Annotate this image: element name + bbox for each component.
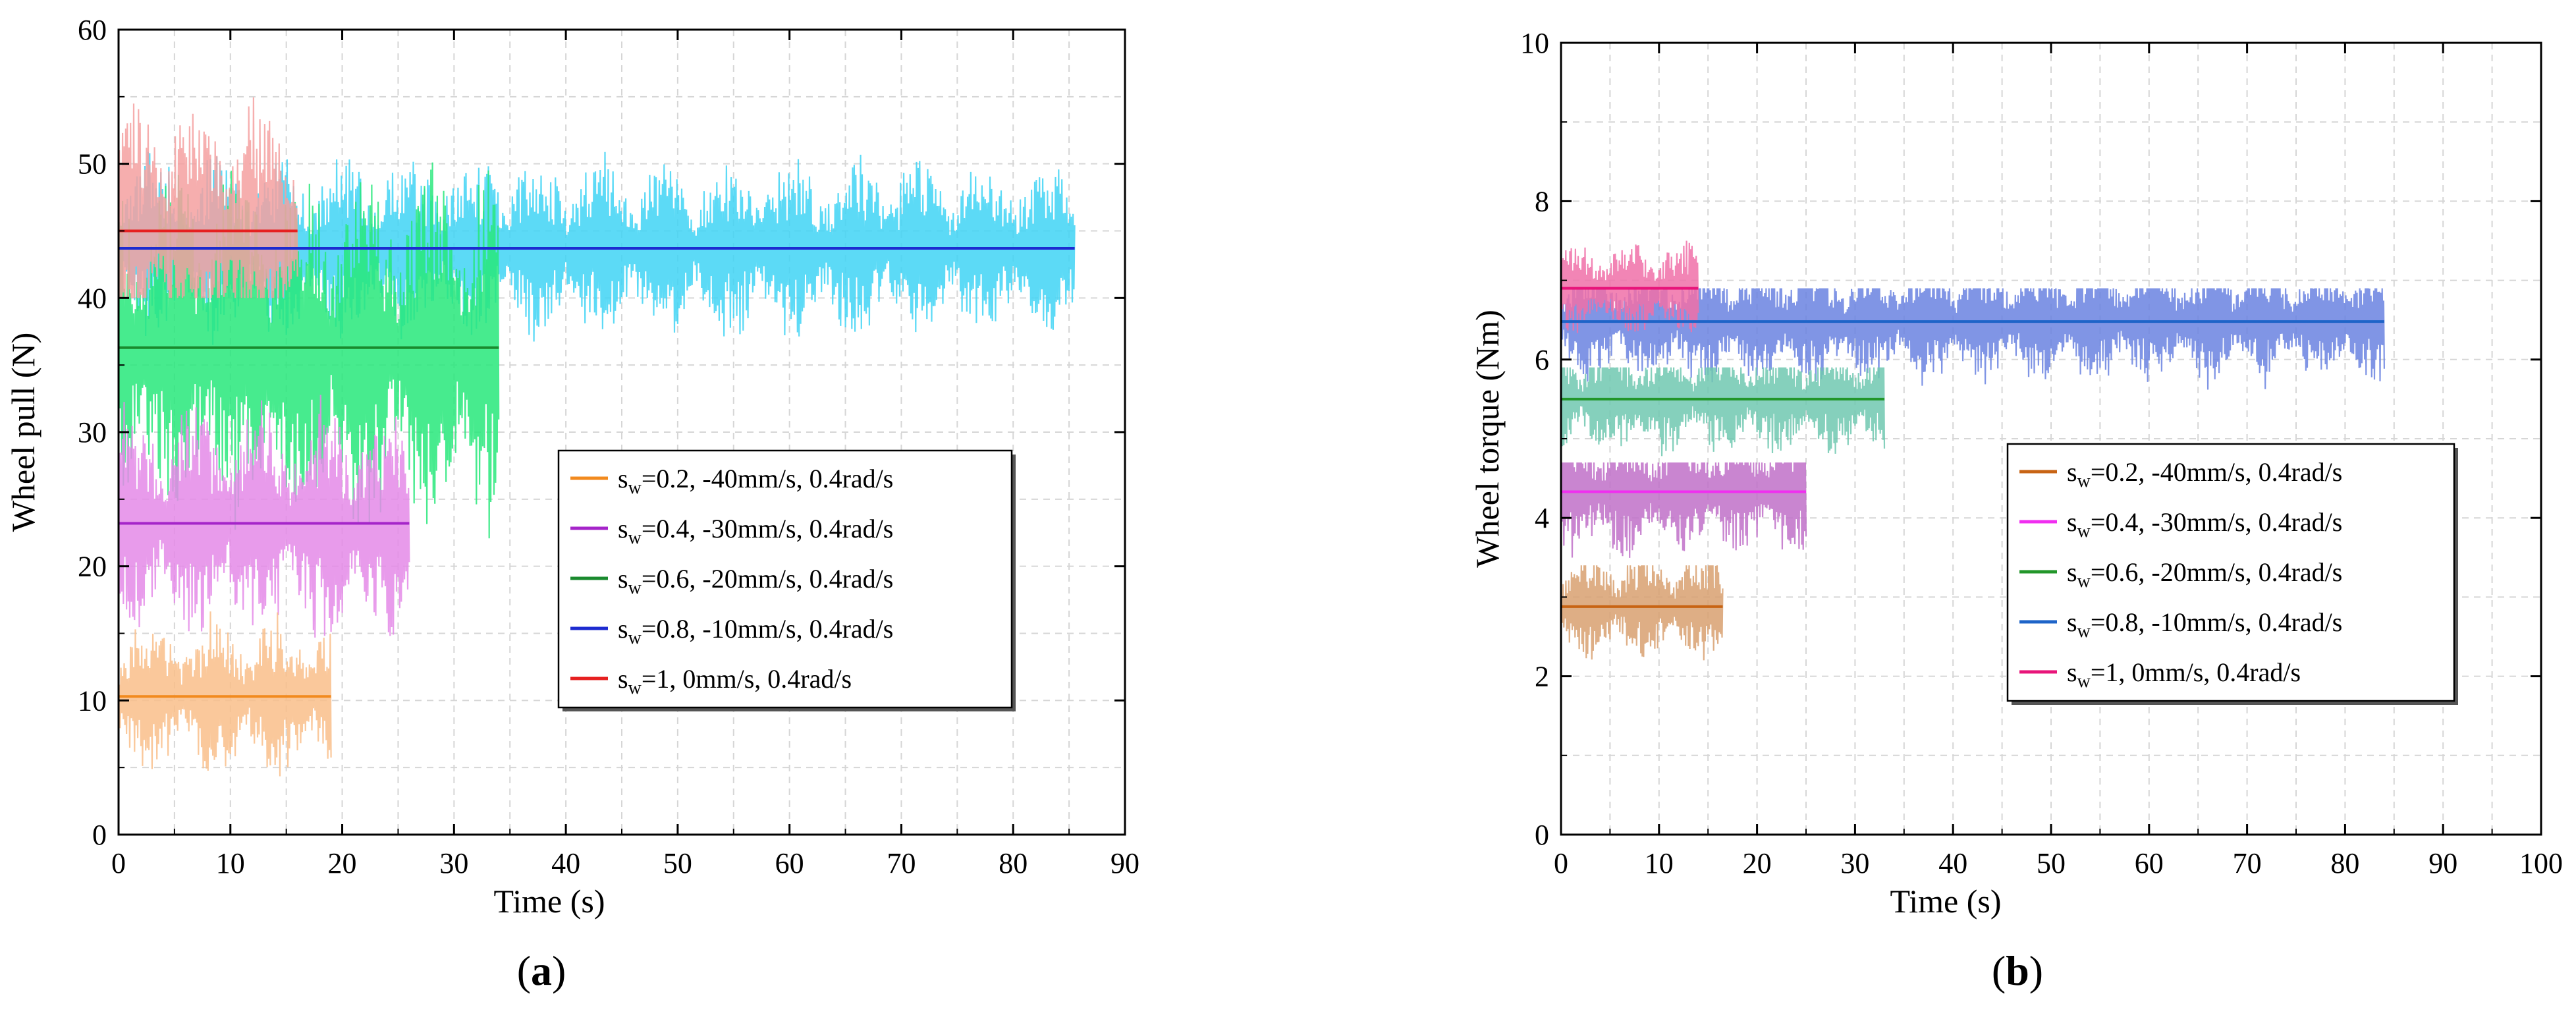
y-tick-label: 20: [78, 551, 107, 583]
legend-entry-2: sw=0.4, -30mm/s, 0.4rad/s: [618, 514, 893, 548]
chart-panel-a: 0 10 20 30 40 50 60 70 80 90 0 10 20 30 40 50 60 Time (s)…: [5, 14, 1139, 994]
panel-label: (a): [517, 947, 566, 994]
y-axis-title: Wheel pull (N): [5, 333, 41, 532]
grid: [1561, 43, 2541, 835]
legend-entry-1: sw=0.2, -40mm/s, 0.4rad/s: [618, 464, 893, 498]
legend-entry-2: sw=0.4, -30mm/s, 0.4rad/s: [2067, 507, 2342, 541]
raw-trace-1: [1561, 565, 1724, 661]
legend-box: [2006, 443, 2455, 702]
x-tick-label: 20: [328, 847, 357, 879]
x-tick-label: 70: [887, 847, 916, 879]
legend-box: [557, 449, 1013, 709]
raw-trace-2: [1561, 462, 1807, 558]
legend-entry-5: sw=1, 0mm/s, 0.4rad/s: [618, 664, 852, 698]
x-tick-label: 10: [1645, 847, 1674, 879]
x-axis-title: Time (s): [1890, 883, 2001, 920]
legend-entry-3: sw=0.6, -20mm/s, 0.4rad/s: [618, 564, 893, 598]
x-tick-label: 50: [663, 847, 692, 879]
x-tick-label: 40: [1938, 847, 1967, 879]
raw-trace-1: [119, 611, 332, 777]
y-tick-label: 6: [1535, 344, 1549, 376]
raw-trace-3: [1561, 367, 1886, 456]
legend-entry-3: sw=0.6, -20mm/s, 0.4rad/s: [2067, 557, 2342, 592]
y-tick-label: 4: [1535, 502, 1549, 534]
x-axis-title: Time (s): [493, 883, 605, 920]
x-tick-label: 70: [2233, 847, 2262, 879]
raw-trace-5: [1561, 240, 1699, 333]
x-tick-label: 30: [1840, 847, 1869, 879]
x-tick-label: 90: [1110, 847, 1139, 879]
y-axis-title: Wheel torque (Nm): [1469, 310, 1506, 568]
x-tick-label: 100: [2519, 847, 2563, 879]
y-tick-label: 50: [78, 148, 107, 180]
legend-entry-1: sw=0.2, -40mm/s, 0.4rad/s: [2067, 457, 2342, 491]
y-tick-label: 0: [92, 819, 107, 851]
x-tick-label: 20: [1743, 847, 1772, 879]
legend-entry-4: sw=0.8, -10mm/s, 0.4rad/s: [2067, 607, 2342, 642]
y-tick-label: 8: [1535, 185, 1549, 217]
x-tick-label: 40: [551, 847, 580, 879]
y-tick-label: 40: [78, 282, 107, 314]
raw-trace-4: [1561, 288, 2385, 390]
x-tick-label: 50: [2037, 847, 2066, 879]
x-tick-label: 80: [2330, 847, 2359, 879]
x-tick-label: 90: [2428, 847, 2457, 879]
y-tick-label: 0: [1535, 819, 1549, 851]
y-tick-label: 30: [78, 416, 107, 449]
x-tick-label: 30: [439, 847, 468, 879]
x-tick-label: 0: [1554, 847, 1568, 879]
x-tick-label: 80: [999, 847, 1028, 879]
x-tick-label: 0: [111, 847, 126, 879]
y-tick-label: 60: [78, 14, 107, 46]
x-tick-label: 10: [216, 847, 245, 879]
y-tick-label: 2: [1535, 661, 1549, 693]
y-tick-label: 10: [78, 684, 107, 717]
raw-trace-5: [119, 97, 298, 298]
legend-entry-4: sw=0.8, -10mm/s, 0.4rad/s: [618, 614, 893, 648]
x-tick-label: 60: [2135, 847, 2164, 879]
legend-entry-5: sw=1, 0mm/s, 0.4rad/s: [2067, 657, 2301, 692]
chart-panel-b: 0 10 20 30 40 50 60 70 80 90 100 0 2 4 6 8 10 Time (s) Whe…: [1469, 27, 2563, 994]
x-tick-label: 60: [775, 847, 804, 879]
panel-label: (b): [1992, 947, 2043, 994]
y-tick-label: 10: [1520, 27, 1549, 59]
